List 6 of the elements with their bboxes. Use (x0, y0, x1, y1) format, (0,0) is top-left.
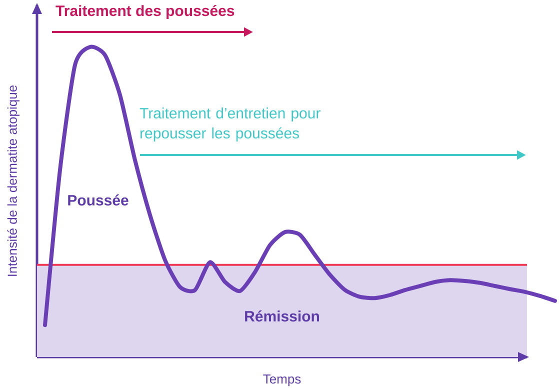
text: Traitement des poussées (56, 4, 234, 20)
band-label: Rémission (245, 310, 319, 322)
x-axis-title: Temps (263, 374, 301, 386)
annotation: Traitement d’entretien pour repousser les poussées (140, 108, 320, 142)
y-axis-title: Intensité de la dermatite atopique (7, 85, 20, 276)
annotation: Poussée (68, 194, 128, 206)
